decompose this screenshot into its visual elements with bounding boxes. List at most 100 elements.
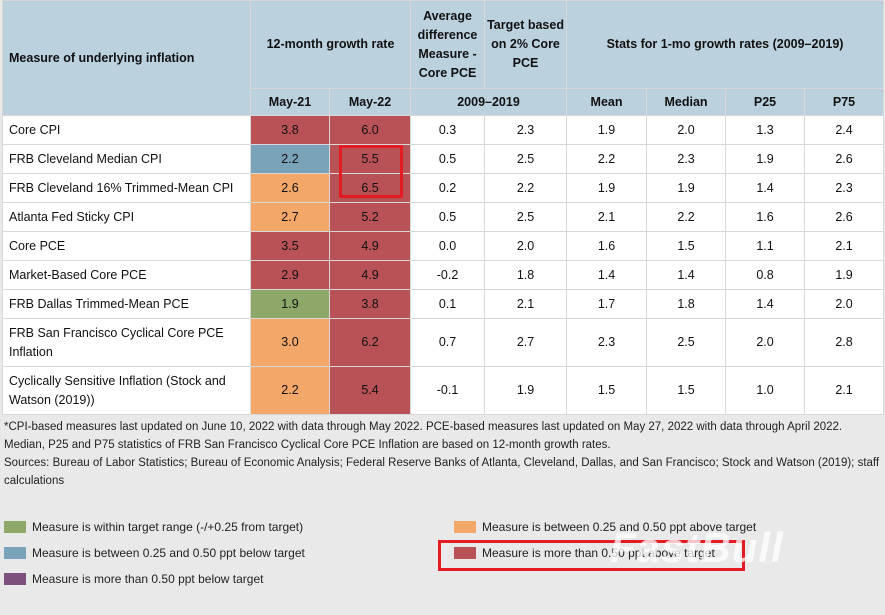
cell-median: 1.5 — [646, 366, 727, 415]
cell-p25: 1.0 — [725, 366, 806, 415]
table-row: Atlanta Fed Sticky CPI 2.7 5.2 0.5 2.5 2.1 2.2… — [2, 202, 885, 232]
header-may22: May-22 — [328, 88, 412, 116]
cell-p75: 2.8 — [804, 318, 885, 367]
cell-may21: 2.7 — [250, 202, 330, 232]
cell-may22: 6.2 — [328, 318, 412, 367]
cell-p75: 2.6 — [804, 202, 885, 232]
cell-p25: 1.3 — [725, 115, 806, 145]
cell-measure: Core CPI — [2, 115, 251, 145]
cell-may21: 2.6 — [250, 173, 330, 203]
cell-may21: 2.2 — [250, 144, 330, 174]
cell-mean: 1.9 — [566, 173, 648, 203]
cell-may21: 2.2 — [250, 366, 330, 415]
table-row: FRB San Francisco Cyclical Core PCE Infl… — [2, 318, 885, 367]
legend-label-orange: Measure is between 0.25 and 0.50 ppt abo… — [482, 520, 757, 534]
cell-p25: 1.4 — [725, 173, 806, 203]
cell-target: 2.7 — [484, 318, 568, 367]
cell-target: 2.2 — [484, 173, 568, 203]
cell-p25: 1.1 — [725, 231, 806, 261]
cell-median: 2.0 — [646, 115, 727, 145]
cell-target: 2.5 — [484, 144, 568, 174]
cell-p75: 2.3 — [804, 173, 885, 203]
cell-median: 2.5 — [646, 318, 727, 367]
cell-mean: 2.3 — [566, 318, 648, 367]
cell-avg-diff: 0.5 — [410, 144, 486, 174]
legend-item-blue: Measure is between 0.25 and 0.50 ppt bel… — [4, 546, 305, 560]
legend-label-green: Measure is within target range (-/+0.25 … — [32, 520, 304, 534]
table-row: Cyclically Sensitive Inflation (Stock an… — [2, 366, 885, 415]
legend-item-green: Measure is within target range (-/+0.25 … — [4, 520, 303, 534]
cell-measure: FRB Cleveland Median CPI — [2, 144, 251, 174]
legend-swatch-purple — [4, 573, 26, 585]
cell-may22: 5.4 — [328, 366, 412, 415]
cell-may21: 3.8 — [250, 115, 330, 145]
footnotes: *CPI-based measures last updated on June… — [4, 418, 880, 490]
cell-measure: FRB Cleveland 16% Trimmed-Mean CPI — [2, 173, 251, 203]
header-growth-rate: 12-month growth rate — [249, 0, 412, 89]
cell-median: 1.8 — [646, 289, 727, 319]
cell-may22: 6.0 — [328, 115, 412, 145]
header-p25: P25 — [725, 88, 806, 116]
header-period: 2009–2019 — [410, 88, 568, 116]
table-body: Core CPI 3.8 6.0 0.3 2.3 1.9 2.0 1.3 2.4 FRB Clev… — [2, 115, 885, 415]
cell-mean: 1.6 — [566, 231, 648, 261]
cell-measure: FRB Dallas Trimmed-Mean PCE — [2, 289, 251, 319]
cell-mean: 1.7 — [566, 289, 648, 319]
cell-measure: Atlanta Fed Sticky CPI — [2, 202, 251, 232]
table-row: FRB Dallas Trimmed-Mean PCE 1.9 3.8 0.1 2.1 1… — [2, 289, 885, 319]
cell-target: 2.5 — [484, 202, 568, 232]
cell-mean: 2.2 — [566, 144, 648, 174]
cell-mean: 1.9 — [566, 115, 648, 145]
cell-avg-diff: 0.1 — [410, 289, 486, 319]
table-row: FRB Cleveland Median CPI 2.2 5.5 0.5 2.5 2.2 2… — [2, 144, 885, 174]
cell-measure: Cyclically Sensitive Inflation (Stock an… — [2, 366, 251, 415]
cell-mean: 2.1 — [566, 202, 648, 232]
cell-p25: 0.8 — [725, 260, 806, 290]
cell-may22: 3.8 — [328, 289, 412, 319]
cell-may22: 5.5 — [328, 144, 412, 174]
legend-item-purple: Measure is more than 0.50 ppt below targ… — [4, 572, 263, 586]
header-median: Median — [646, 88, 727, 116]
cell-may22: 5.2 — [328, 202, 412, 232]
cell-target: 2.3 — [484, 115, 568, 145]
cell-may21: 2.9 — [250, 260, 330, 290]
table-row: Core CPI 3.8 6.0 0.3 2.3 1.9 2.0 1.3 2.4 — [2, 115, 885, 145]
cell-median: 2.3 — [646, 144, 727, 174]
cell-median: 2.2 — [646, 202, 727, 232]
cell-p75: 2.0 — [804, 289, 885, 319]
cell-median: 1.4 — [646, 260, 727, 290]
inflation-table: Measure of underlying inflation 12-month… — [2, 0, 885, 415]
footnote-median: Median, P25 and P75 statistics of FRB Sa… — [4, 439, 611, 451]
cell-avg-diff: 0.2 — [410, 173, 486, 203]
cell-avg-diff: 0.3 — [410, 115, 486, 145]
cell-p75: 2.1 — [804, 231, 885, 261]
cell-measure: Core PCE — [2, 231, 251, 261]
cell-median: 1.5 — [646, 231, 727, 261]
table-row: Market-Based Core PCE 2.9 4.9 -0.2 1.8 1.4 1.4… — [2, 260, 885, 290]
legend-swatch-orange — [454, 521, 476, 533]
legend-swatch-blue — [4, 547, 26, 559]
cell-may21: 3.0 — [250, 318, 330, 367]
footnote-sources: Sources: Bureau of Labor Statistics; Bur… — [4, 457, 880, 487]
cell-p75: 2.4 — [804, 115, 885, 145]
legend-swatch-green — [4, 521, 26, 533]
cell-may22: 4.9 — [328, 231, 412, 261]
cell-measure: Market-Based Core PCE — [2, 260, 251, 290]
cell-p25: 1.6 — [725, 202, 806, 232]
cell-avg-diff: -0.2 — [410, 260, 486, 290]
header-target: Target based on 2% Core PCE — [484, 0, 568, 89]
cell-measure: FRB San Francisco Cyclical Core PCE Infl… — [2, 318, 251, 367]
cell-avg-diff: 0.5 — [410, 202, 486, 232]
cell-may21: 1.9 — [250, 289, 330, 319]
legend-item-orange: Measure is between 0.25 and 0.50 ppt abo… — [454, 520, 756, 534]
cell-avg-diff: -0.1 — [410, 366, 486, 415]
cell-target: 1.9 — [484, 366, 568, 415]
legend-swatch-red — [454, 547, 476, 559]
cell-may21: 3.5 — [250, 231, 330, 261]
table-row: FRB Cleveland 16% Trimmed-Mean CPI 2.6 6.5… — [2, 173, 885, 203]
header-measure: Measure of underlying inflation — [2, 0, 251, 116]
cell-p25: 2.0 — [725, 318, 806, 367]
cell-target: 1.8 — [484, 260, 568, 290]
header-stats: Stats for 1-mo growth rates (2009–2019) — [566, 0, 885, 89]
cell-p25: 1.9 — [725, 144, 806, 174]
